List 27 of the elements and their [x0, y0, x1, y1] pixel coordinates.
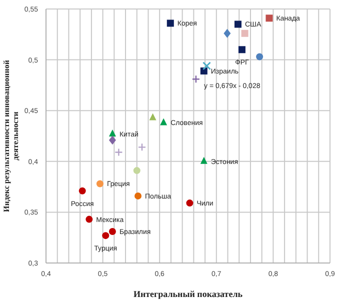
point — [108, 228, 116, 236]
point — [166, 20, 174, 27]
point — [96, 180, 104, 188]
point — [241, 30, 248, 37]
y-axis-title: Индекс результативности инновационной деятельности — [2, 60, 20, 212]
point — [200, 67, 208, 74]
point — [138, 143, 146, 152]
point — [86, 216, 93, 223]
point — [134, 192, 142, 200]
point — [266, 14, 273, 22]
point — [78, 187, 86, 194]
point — [202, 62, 211, 70]
point — [192, 75, 200, 84]
point — [186, 200, 194, 207]
point — [149, 113, 156, 120]
point — [133, 167, 140, 174]
point — [102, 232, 110, 240]
x-axis-title: Интегральный показатель — [133, 289, 243, 299]
point — [114, 148, 123, 156]
point — [108, 136, 116, 145]
point — [160, 118, 168, 126]
point — [256, 53, 264, 60]
point — [238, 46, 246, 54]
point — [108, 129, 116, 136]
point — [224, 28, 231, 38]
point — [200, 156, 208, 164]
point — [234, 20, 242, 28]
